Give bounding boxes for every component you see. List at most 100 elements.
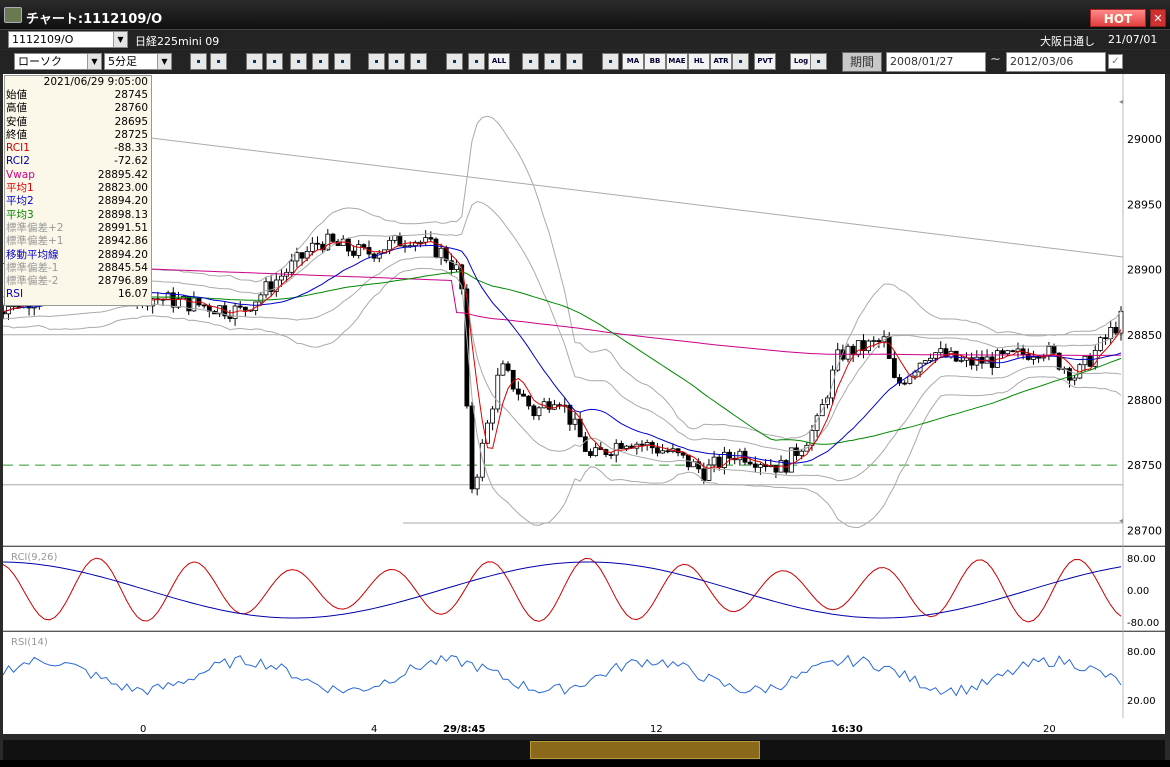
candle-body — [974, 356, 980, 366]
interval-select[interactable]: 5分足 ▼ — [104, 53, 172, 70]
candle-body — [1072, 377, 1078, 381]
date-to-field[interactable]: 2012/03/06 — [1006, 52, 1106, 72]
candle-body — [825, 397, 830, 405]
scroll-thumb[interactable] — [530, 741, 760, 759]
symbol-bar: 1112109/O ▼ 日経225mini 09 大阪日通し 21/07/01 — [0, 30, 1170, 49]
info-value: 16.07 — [117, 288, 148, 301]
info-icon[interactable]: ▪ — [334, 53, 351, 70]
candle-body — [773, 465, 779, 473]
candle-body — [577, 418, 583, 438]
export-icon[interactable]: ▪ — [810, 53, 827, 70]
log-button[interactable]: Log — [790, 53, 812, 70]
candle-body — [217, 305, 223, 315]
wrench-icon[interactable]: ▪ — [544, 53, 561, 70]
hot-button[interactable]: HOT — [1090, 9, 1146, 27]
candle-body — [886, 336, 892, 359]
info-row: 平均1 28823.00 — [5, 182, 151, 195]
date-from-field[interactable]: 2008/01/27 — [886, 52, 986, 72]
rci2-line — [3, 561, 1122, 619]
atr-button[interactable]: ATR — [710, 53, 732, 70]
candle-body — [933, 352, 938, 359]
candle-body — [387, 239, 393, 251]
info-value: 28894.20 — [97, 248, 148, 261]
period-checkbox[interactable]: ✓ — [1108, 54, 1123, 69]
rci1-line — [3, 557, 1122, 623]
symbol-value: 1112109/O — [12, 33, 74, 46]
chevron-down-icon[interactable]: ▼ — [157, 54, 171, 69]
candle-body — [845, 345, 851, 360]
app-icon — [4, 7, 22, 23]
info-row: RCI1 -88.33 — [5, 142, 151, 155]
trend-line — [142, 136, 1124, 258]
current-date: 21/07/01 — [1108, 33, 1158, 46]
info-label: RCI2 — [6, 155, 30, 168]
date-separator: ~ — [990, 52, 1001, 67]
rsi-line — [3, 654, 1122, 697]
bb-button[interactable]: BB — [644, 53, 666, 70]
candle-body — [758, 464, 763, 468]
line-chart-icon[interactable]: ▪ — [290, 53, 307, 70]
grid-icon[interactable]: ▪ — [210, 53, 227, 70]
ea-button[interactable]: ▪ — [732, 53, 749, 70]
candle-body — [433, 238, 439, 258]
candle-body — [855, 340, 861, 356]
info-row: RCI2 -72.62 — [5, 155, 151, 168]
mae-button[interactable]: MAE — [666, 53, 688, 70]
info-value: 28695 — [114, 115, 148, 128]
info-row: 移動平均線 28894.20 — [5, 249, 151, 262]
price-tick-label: 28700 — [1127, 524, 1162, 537]
chevron-down-icon[interactable]: ▼ — [87, 54, 101, 69]
ma-button[interactable]: MA — [622, 53, 644, 70]
info-value: 28895.42 — [97, 168, 148, 181]
settings-icon[interactable]: ▪ — [522, 53, 539, 70]
zoom-icon[interactable]: ▪ — [266, 53, 283, 70]
info-row: 標準偏差+1 28942.86 — [5, 235, 151, 248]
candle-body — [644, 442, 650, 446]
chevron-down-icon[interactable]: ▼ — [113, 32, 127, 47]
draw-icon[interactable]: ▪ — [368, 53, 385, 70]
symbol-select[interactable]: 1112109/O ▼ — [8, 31, 128, 48]
search-icon[interactable]: ▪ — [190, 53, 207, 70]
close-button[interactable]: ✕ — [1150, 9, 1166, 27]
info-row: 標準偏差-2 28796.89 — [5, 275, 151, 288]
time-tick-label: 29/8:45 — [443, 724, 485, 734]
all-button[interactable]: ALL — [488, 53, 510, 70]
time-tick-label: 12 — [650, 724, 663, 734]
candle-body — [902, 382, 908, 385]
compare-icon[interactable]: ▪ — [312, 53, 329, 70]
bar-right-icon[interactable]: ▪ — [468, 53, 485, 70]
info-label: 平均2 — [6, 195, 34, 208]
undo-icon[interactable]: ▪ — [410, 53, 427, 70]
ma-long-line — [3, 271, 1122, 445]
candle-body — [304, 251, 310, 259]
info-label: 標準偏差+1 — [6, 235, 64, 248]
candle-body — [263, 281, 269, 296]
info-label: 標準偏差-2 — [6, 275, 59, 288]
candle-body — [490, 408, 496, 424]
candle-body — [1067, 368, 1072, 381]
chart-area[interactable]: 29000 28950 28900 28850 28800 28750 28700 ◂ ◂ RCI… — [3, 74, 1165, 734]
pvt-button[interactable]: PVT — [754, 53, 776, 70]
rsi-panel — [3, 632, 1165, 718]
hl-button[interactable]: HL — [688, 53, 710, 70]
cursor-icon[interactable]: ▪ — [246, 53, 263, 70]
candle-body — [572, 418, 578, 425]
grid-small-icon[interactable]: ▪ — [602, 53, 619, 70]
candle-body — [660, 450, 665, 454]
candle-body — [526, 395, 532, 407]
info-value: 28745 — [114, 89, 148, 101]
candle-body — [485, 422, 490, 444]
bar-left-icon[interactable]: ▪ — [446, 53, 463, 70]
info-label: 標準偏差+2 — [6, 221, 64, 234]
chart-type-select[interactable]: ローソク ▼ — [14, 53, 102, 70]
candle-body — [500, 363, 506, 376]
candle-body — [1082, 355, 1088, 366]
period-button[interactable]: 期間 — [842, 52, 882, 72]
info-label: RSI — [6, 288, 24, 301]
rci-panel — [3, 547, 1165, 631]
time-tick-label: 16:30 — [831, 724, 863, 734]
close-icon: ✕ — [1153, 12, 1163, 25]
palette-icon[interactable]: ▪ — [566, 53, 583, 70]
arrow-icon[interactable]: ▪ — [388, 53, 405, 70]
